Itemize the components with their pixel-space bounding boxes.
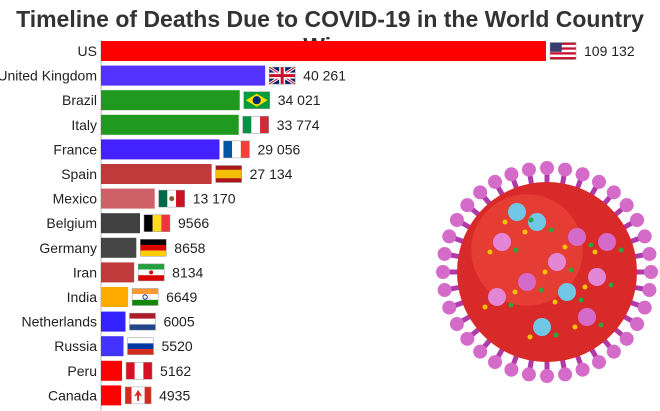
bar bbox=[101, 90, 240, 111]
canada-flag-icon bbox=[124, 386, 152, 405]
value-label: 5162 bbox=[160, 363, 191, 379]
category-label: Russia bbox=[54, 338, 97, 354]
bar bbox=[101, 336, 124, 357]
category-label: Peru bbox=[67, 363, 97, 379]
iran-flag-icon bbox=[137, 263, 165, 282]
france-flag-icon bbox=[223, 140, 250, 159]
value-label: 8134 bbox=[172, 264, 203, 280]
value-label: 9566 bbox=[178, 215, 209, 231]
bars-layer: US 109 132 United Kingdom 40 261 Brazil 34 02… bbox=[0, 41, 635, 406]
category-label: US bbox=[78, 43, 97, 59]
value-label: 8658 bbox=[174, 240, 205, 256]
uk-flag-icon bbox=[268, 65, 296, 86]
category-label: India bbox=[67, 289, 98, 305]
italy-flag-icon bbox=[242, 116, 269, 134]
value-label: 13 170 bbox=[193, 191, 236, 207]
netherlands-flag-icon bbox=[129, 312, 156, 331]
category-label: Mexico bbox=[53, 191, 98, 207]
india-flag-icon bbox=[131, 288, 159, 306]
value-label: 29 056 bbox=[257, 141, 300, 157]
category-label: Canada bbox=[48, 387, 97, 403]
bar bbox=[101, 164, 212, 184]
bar bbox=[101, 188, 155, 209]
belgium-flag-icon bbox=[143, 214, 171, 232]
value-label: 27 134 bbox=[250, 166, 293, 182]
value-label: 6005 bbox=[163, 314, 194, 330]
bar bbox=[101, 41, 546, 61]
value-label: 34 021 bbox=[278, 92, 321, 108]
value-label: 6649 bbox=[166, 289, 197, 305]
bar bbox=[101, 262, 135, 283]
value-label: 5520 bbox=[162, 338, 193, 354]
bar bbox=[101, 237, 137, 258]
bar bbox=[101, 213, 141, 234]
category-label: Spain bbox=[61, 166, 97, 182]
bar bbox=[101, 139, 220, 160]
category-label: Brazil bbox=[62, 92, 97, 108]
mexico-flag-icon bbox=[158, 189, 185, 208]
bar bbox=[101, 287, 129, 307]
value-label: 4935 bbox=[159, 387, 190, 403]
category-label: Iran bbox=[73, 264, 97, 280]
brazil-flag-icon bbox=[243, 91, 270, 109]
spain-flag-icon bbox=[215, 165, 242, 183]
value-label: 109 132 bbox=[584, 43, 635, 59]
bar bbox=[101, 360, 123, 381]
category-label: France bbox=[53, 141, 97, 157]
category-label: Germany bbox=[39, 240, 97, 256]
value-label: 33 774 bbox=[277, 117, 320, 133]
coronavirus-illustration bbox=[436, 161, 658, 383]
category-label: United Kingdom bbox=[0, 68, 97, 84]
category-label: Netherlands bbox=[22, 314, 98, 330]
peru-flag-icon bbox=[125, 362, 153, 380]
bar bbox=[101, 311, 126, 332]
us-flag-icon bbox=[549, 42, 577, 60]
russia-flag-icon bbox=[127, 337, 154, 355]
bar bbox=[101, 114, 239, 135]
category-label: Belgium bbox=[46, 215, 97, 231]
bar bbox=[101, 65, 266, 86]
germany-flag-icon bbox=[140, 239, 167, 257]
bar bbox=[101, 385, 122, 406]
value-label: 40 261 bbox=[303, 68, 346, 84]
category-label: Italy bbox=[71, 117, 97, 133]
